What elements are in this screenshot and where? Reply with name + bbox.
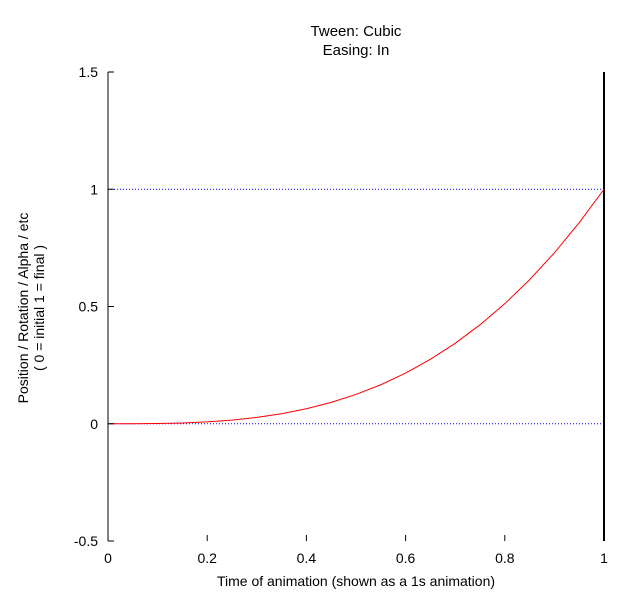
y-axis-label: Position / Rotation / Alpha / etc ( 0 = … xyxy=(15,213,47,404)
y-axis-ticks: -0.5 0 0.5 1 1.5 xyxy=(74,64,114,549)
plot-axes xyxy=(107,72,605,541)
x-axis-ticks: 0 0.2 0.4 0.6 0.8 1 xyxy=(104,535,608,566)
x-tick-label: 0 xyxy=(104,550,112,566)
chart-title-line-2: Easing: In xyxy=(323,42,390,59)
x-axis-label: Time of animation (shown as a 1s animati… xyxy=(217,573,495,589)
x-tick-label: 0.6 xyxy=(396,550,416,566)
y-tick-label: 1 xyxy=(90,181,98,197)
y-axis-label-line-2: ( 0 = initial 1 = final ) xyxy=(31,245,47,371)
series-line-0 xyxy=(107,188,605,425)
x-tick-label: 0.8 xyxy=(495,550,515,566)
y-tick-label: 0 xyxy=(90,416,98,432)
y-tick-label: 0.5 xyxy=(79,299,99,315)
reference-lines xyxy=(108,188,604,425)
y-tick-label: -0.5 xyxy=(74,533,98,549)
chart-title-line-1: Tween: Cubic xyxy=(311,23,402,40)
x-tick-label: 0.2 xyxy=(197,550,217,566)
chart-title: Tween: Cubic Easing: In xyxy=(311,23,402,59)
x-tick-label: 1 xyxy=(600,550,608,566)
x-tick-label: 0.4 xyxy=(297,550,317,566)
y-axis-label-line-1: Position / Rotation / Alpha / etc xyxy=(15,213,31,404)
y-tick-label: 1.5 xyxy=(79,64,99,80)
series-layer xyxy=(107,188,605,425)
